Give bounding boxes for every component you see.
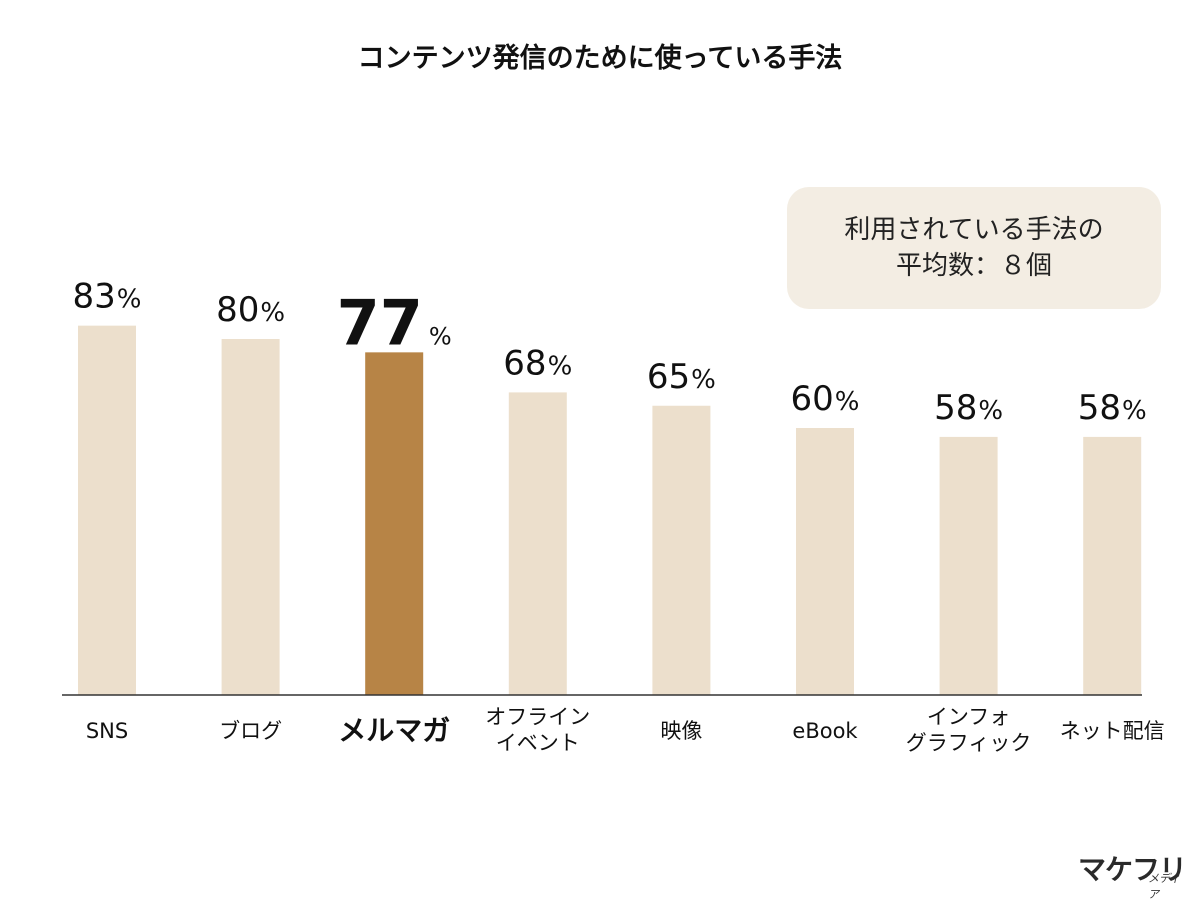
- value-unit-5: %: [835, 387, 860, 417]
- value-unit-0: %: [117, 285, 142, 315]
- bar-7: [1083, 436, 1142, 695]
- brand-logo: マケフリ メディア: [1078, 848, 1188, 901]
- category-label-3-line-1: イベント: [496, 731, 580, 755]
- category-label-1: ブログ: [219, 719, 282, 743]
- value-number-4: 65: [647, 357, 690, 397]
- category-label-3: オフラインイベント: [485, 705, 590, 755]
- value-number-2: 77: [337, 286, 423, 359]
- average-note-line1: 利用されている手法の: [844, 215, 1104, 245]
- value-label-3: 68%: [503, 343, 572, 383]
- category-label-6-line-1: グラフィック: [906, 731, 1032, 755]
- bar-5: [796, 428, 854, 695]
- bar-1: [221, 339, 280, 695]
- value-number-1: 80: [216, 290, 259, 330]
- brand-logo-main: マケフリ: [1078, 853, 1187, 886]
- category-label-3-line-0: オフライン: [485, 705, 590, 729]
- category-label-4-line-0: 映像: [660, 719, 702, 743]
- value-label-6: 58%: [934, 388, 1003, 428]
- value-label-1: 80%: [216, 290, 285, 330]
- value-unit-6: %: [978, 396, 1003, 426]
- category-label-5-line-0: eBook: [792, 719, 858, 743]
- value-unit-7: %: [1122, 396, 1147, 426]
- value-number-3: 68: [503, 343, 546, 383]
- value-unit-3: %: [548, 351, 573, 381]
- category-label-7-line-0: ネット配信: [1060, 719, 1165, 743]
- bar-6: [939, 436, 998, 695]
- bar-3: [508, 392, 567, 695]
- category-label-2-line-0: メルマガ: [338, 714, 450, 747]
- category-label-4: 映像: [660, 719, 702, 743]
- value-label-7: 58%: [1078, 388, 1147, 428]
- bar-4: [652, 405, 711, 695]
- category-label-7: ネット配信: [1060, 719, 1165, 743]
- value-label-0: 83%: [73, 277, 142, 317]
- bar-0: [78, 325, 136, 695]
- value-unit-4: %: [691, 365, 716, 395]
- chart-title: コンテンツ発信のために使っている手法: [357, 43, 843, 74]
- value-number-5: 60: [791, 379, 834, 419]
- category-label-6: インフォグラフィック: [906, 705, 1032, 755]
- value-number-7: 58: [1078, 388, 1121, 428]
- category-label-0: SNS: [86, 719, 128, 743]
- category-label-5: eBook: [792, 719, 858, 743]
- value-label-2: 77%: [337, 286, 452, 359]
- brand-logo-sub: メディア: [1148, 872, 1181, 901]
- category-label-0-line-0: SNS: [86, 719, 128, 743]
- value-label-4: 65%: [647, 357, 716, 397]
- bar-2: [365, 352, 424, 695]
- value-unit-2: %: [429, 322, 452, 350]
- value-unit-1: %: [260, 298, 285, 328]
- value-number-0: 83: [73, 277, 116, 317]
- category-label-6-line-0: インフォ: [927, 705, 1010, 729]
- category-label-2: メルマガ: [338, 714, 450, 747]
- value-number-6: 58: [934, 388, 977, 428]
- value-label-5: 60%: [791, 379, 860, 419]
- average-note-line2: 平均数：８個: [895, 251, 1052, 281]
- average-note-box: 利用されている手法の 平均数：８個: [787, 187, 1161, 309]
- category-label-1-line-0: ブログ: [219, 719, 282, 743]
